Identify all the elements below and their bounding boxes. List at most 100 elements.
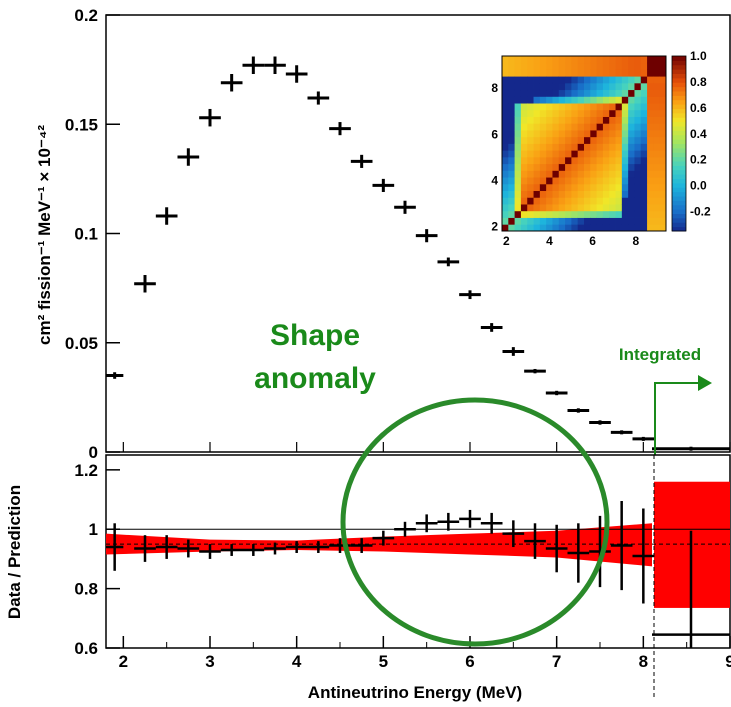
heatmap-cell: [621, 76, 629, 84]
heatmap-cell: [640, 143, 648, 151]
heatmap-cell: [590, 109, 598, 117]
upper-data-point: [199, 108, 221, 127]
heatmap-cell: [609, 56, 616, 64]
heatmap-cell: [628, 150, 635, 158]
upper-data-point: [134, 275, 156, 293]
heatmap-cell: [527, 224, 534, 232]
heatmap-cell: [584, 143, 591, 151]
heatmap-cell: [520, 116, 528, 124]
heatmap-cell: [539, 109, 547, 117]
heatmap-cell: [533, 89, 541, 97]
heatmap-cell: [533, 82, 541, 91]
heatmap-cell: [634, 76, 642, 84]
heatmap-cell: [514, 62, 522, 70]
heatmap-cell: [584, 163, 591, 171]
heatmap-cell: [647, 123, 654, 131]
heatmap-cell: [596, 116, 604, 124]
heatmap-cell: [647, 143, 654, 151]
heatmap-cell: [640, 130, 648, 138]
upper-data-point: [106, 372, 124, 379]
heatmap-cell: [584, 150, 591, 158]
upper-data-point: [632, 436, 655, 441]
heatmap-cell: [520, 143, 528, 151]
upper-y-tick-label: 0.2: [74, 6, 98, 25]
heatmap-cell: [565, 130, 572, 138]
heatmap-cell: [584, 130, 591, 138]
heatmap-cell: [640, 210, 648, 218]
heatmap-cell: [659, 62, 667, 70]
upper-data-point: [264, 56, 286, 74]
colorbar-segment: [672, 213, 686, 219]
ratio-data-point: [394, 521, 416, 537]
heatmap-cell: [602, 177, 610, 185]
heatmap-cell: [565, 109, 572, 117]
heatmap-cell: [546, 156, 553, 165]
heatmap-cell: [533, 190, 541, 198]
heatmap-cell: [546, 123, 553, 131]
ratio-data-point: [632, 508, 655, 604]
ratio-data-point: [480, 512, 503, 534]
colorbar-segment: [672, 95, 686, 101]
heatmap-cell: [546, 163, 553, 171]
heatmap-cell: [571, 103, 579, 111]
heatmap-cell: [565, 190, 572, 198]
heatmap-cell: [634, 183, 642, 192]
inset-x-tick-label: 6: [589, 234, 596, 248]
heatmap-cell: [647, 130, 654, 138]
heatmap-cell: [565, 136, 572, 144]
colorbar-segment: [672, 117, 686, 123]
heatmap-cell: [527, 143, 534, 151]
heatmap-cell: [602, 170, 610, 178]
heatmap-cell: [653, 224, 661, 232]
heatmap-cell: [577, 217, 585, 225]
heatmap-cell: [539, 103, 547, 111]
heatmap-cell: [514, 116, 522, 124]
heatmap-cell: [615, 217, 623, 225]
upper-data-point: [394, 200, 416, 214]
heatmap-cell: [539, 183, 547, 192]
colorbar-tick-label: -0.2: [690, 205, 711, 219]
heatmap-cell: [508, 163, 516, 171]
heatmap-cell: [615, 116, 623, 124]
heatmap-cell: [584, 123, 591, 131]
upper-y-axis-label: cm² fission⁻¹ MeV⁻¹ × 10⁻⁴²: [35, 125, 54, 345]
heatmap-cell: [628, 76, 635, 84]
heatmap-cell: [609, 210, 616, 218]
upper-data-point: [524, 368, 546, 374]
heatmap-cell: [596, 150, 604, 158]
heatmap-cell: [571, 156, 579, 165]
heatmap-cell: [558, 210, 566, 218]
heatmap-cell: [502, 116, 509, 124]
heatmap-cell: [615, 76, 623, 84]
heatmap-cell: [609, 170, 616, 178]
x-tick-label: 2: [119, 652, 128, 671]
heatmap-cell: [647, 177, 654, 185]
heatmap-cell: [584, 109, 591, 117]
heatmap-cell: [653, 197, 661, 205]
heatmap-cell: [527, 210, 534, 218]
heatmap-cell: [527, 103, 534, 111]
heatmap-cell: [502, 156, 509, 165]
heatmap-cell: [577, 204, 585, 212]
x-tick-label: 5: [379, 652, 388, 671]
heatmap-cell: [640, 82, 648, 91]
heatmap-cell: [552, 123, 560, 131]
heatmap-cell: [508, 89, 516, 97]
heatmap-cell: [527, 123, 534, 131]
ratio-data-point: [459, 509, 481, 528]
heatmap-cell: [640, 156, 648, 165]
heatmap-cell: [577, 210, 585, 218]
heatmap-cell: [533, 130, 541, 138]
upper-data-point: [285, 65, 308, 83]
heatmap-cell: [615, 143, 623, 151]
heatmap-cell: [596, 170, 604, 178]
heatmap-cell: [565, 163, 572, 171]
heatmap-cell: [565, 224, 572, 232]
heatmap-cell: [539, 69, 547, 77]
heatmap-cell: [502, 82, 509, 91]
heatmap-cell: [539, 130, 547, 138]
ratio-data-point: [106, 523, 124, 571]
heatmap-cell: [640, 224, 648, 232]
inset-y-tick-label: 4: [491, 173, 498, 187]
heatmap-cell: [640, 109, 648, 117]
